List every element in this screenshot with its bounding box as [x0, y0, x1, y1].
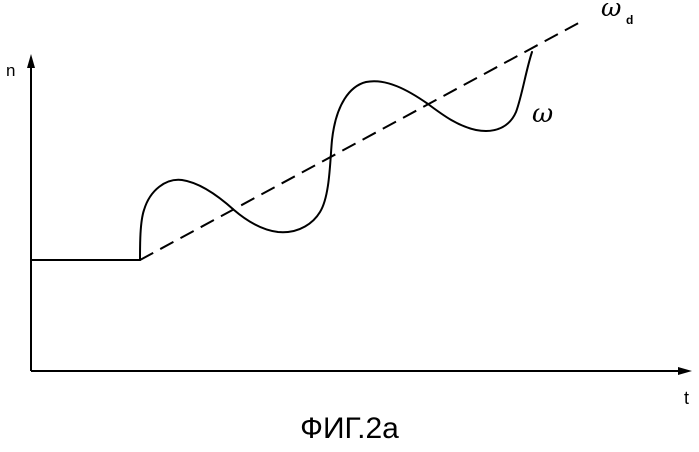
desired-speed-subscript: d [626, 13, 633, 27]
desired-speed-label: ω [601, 0, 621, 22]
actual-speed-curve [140, 52, 532, 260]
y-axis-label: n [6, 61, 15, 80]
x-axis-arrow [678, 367, 692, 375]
speed-diagram: n t ω ω d [0, 0, 699, 410]
actual-speed-label: ω [532, 99, 553, 129]
x-axis-label: t [684, 388, 689, 408]
figure-caption: ФИГ.2а [0, 412, 699, 446]
desired-speed-line [140, 20, 584, 260]
y-axis-arrow [27, 54, 35, 68]
